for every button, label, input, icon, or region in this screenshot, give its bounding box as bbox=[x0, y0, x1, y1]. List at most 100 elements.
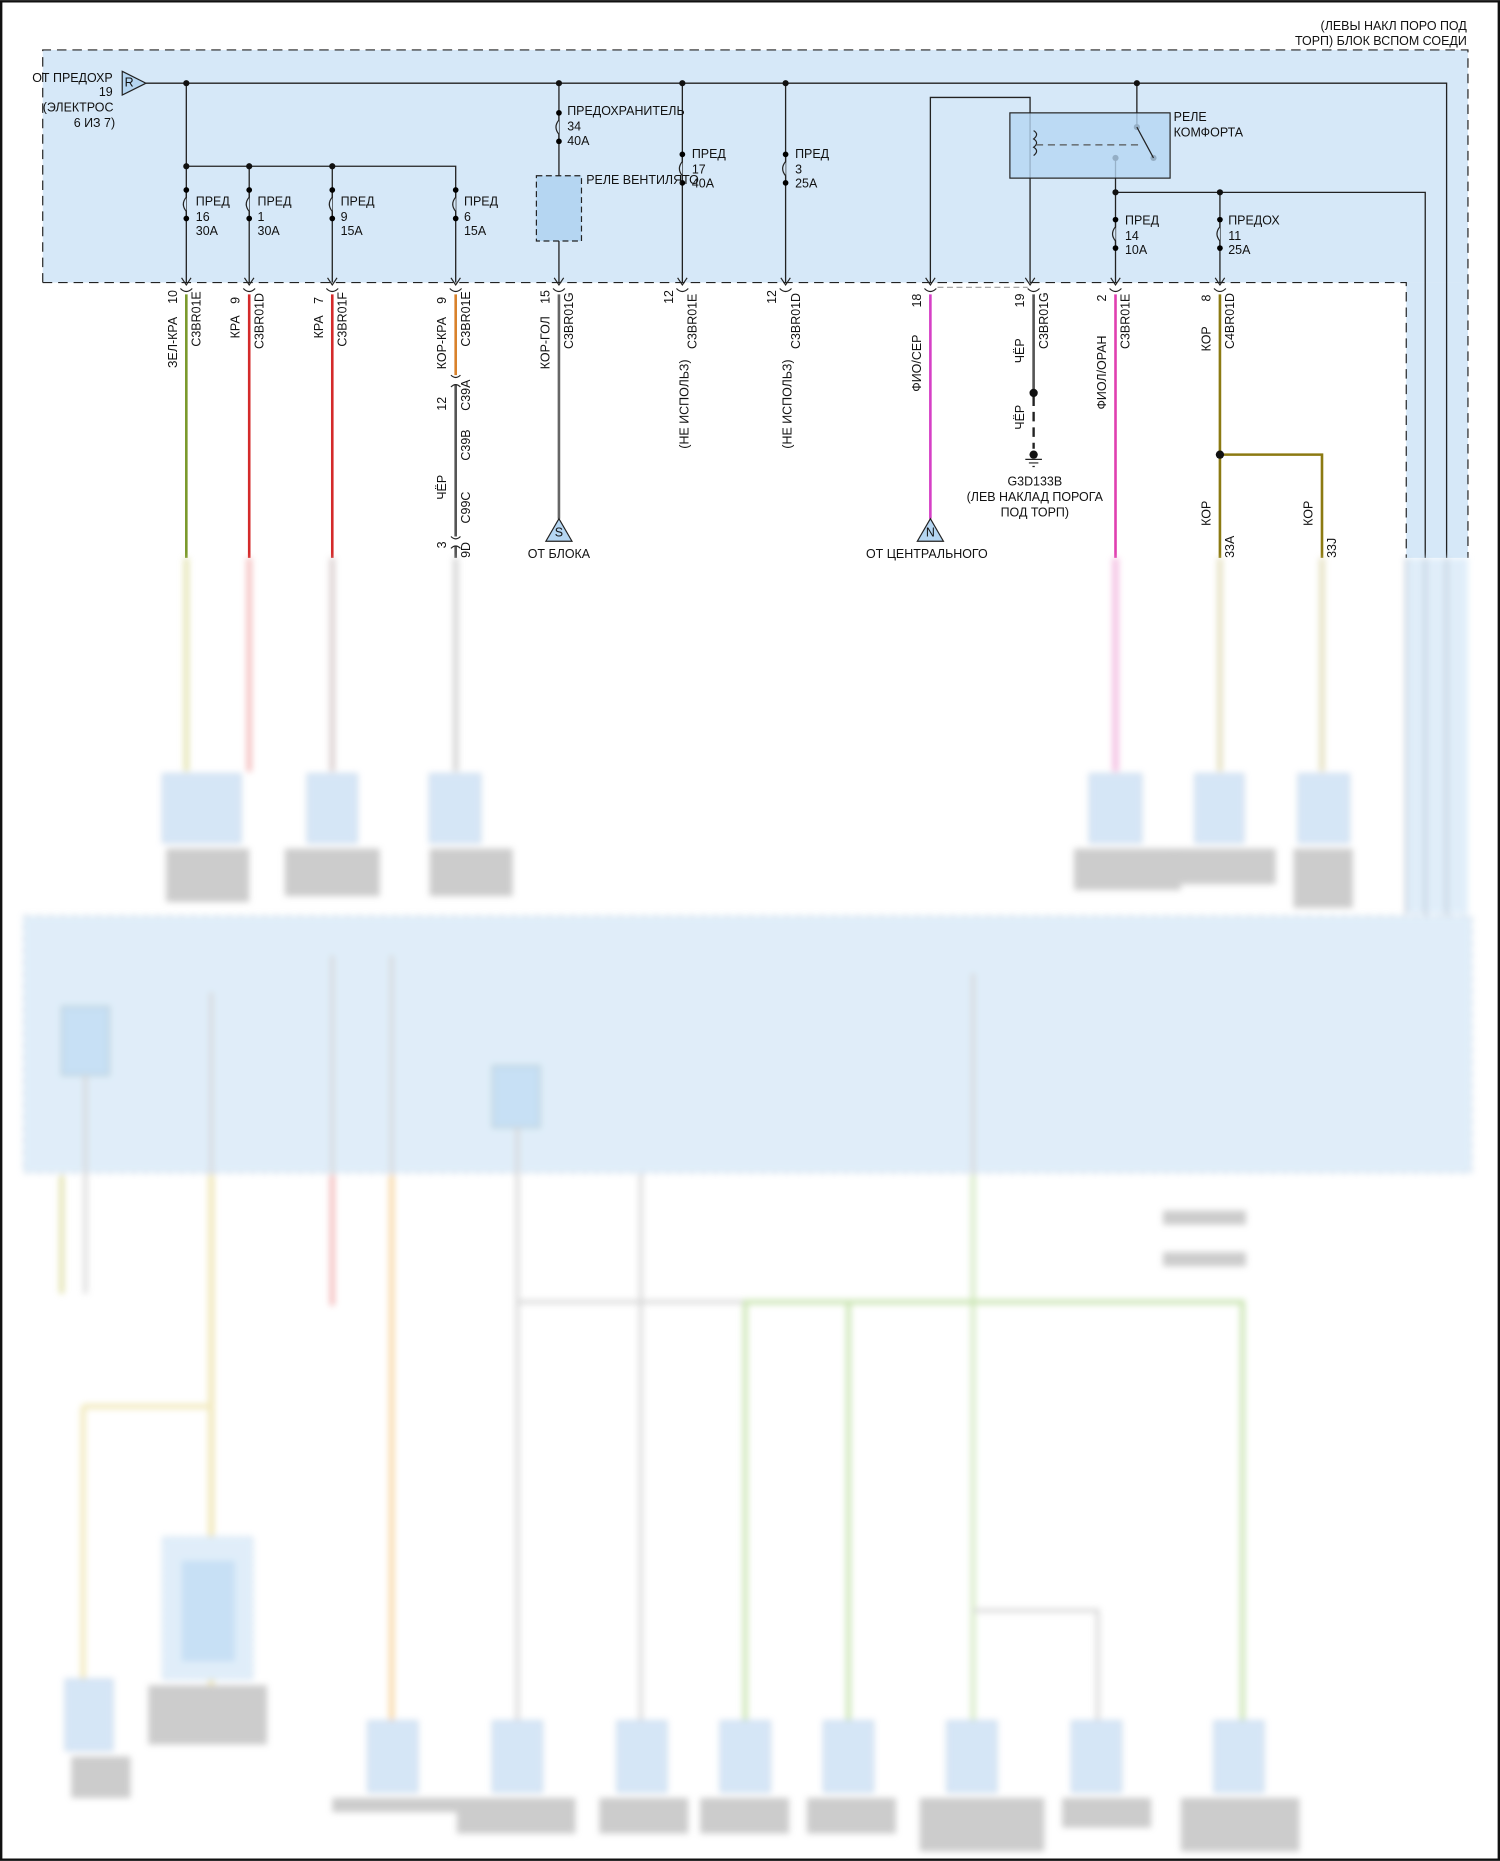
pin-connectors bbox=[179, 277, 1227, 293]
wire-color-label: КРА bbox=[312, 315, 326, 339]
connector-id: C3BR01E bbox=[686, 294, 700, 349]
relay-switch-icon bbox=[1136, 126, 1155, 159]
wire-color-label: КОР bbox=[1301, 501, 1315, 526]
source-tag: R bbox=[125, 76, 134, 90]
fuse-label: ПРЕД bbox=[258, 194, 293, 208]
fuse-number: 16 bbox=[196, 210, 210, 224]
pin-number: 18 bbox=[910, 294, 924, 308]
fuse-rating: 40A bbox=[567, 134, 590, 148]
fuse-number: 11 bbox=[1228, 229, 1241, 243]
pin-number: 8 bbox=[1199, 295, 1213, 302]
junction-block-side bbox=[1406, 282, 1468, 558]
connector-id: C4BR01D bbox=[1223, 293, 1237, 349]
fuse-rating: 30A bbox=[258, 224, 281, 238]
fuse-label: ПРЕД bbox=[341, 194, 376, 208]
offpage-connector-n[interactable]: N ОТ ЦЕНТРАЛЬНОГО bbox=[866, 517, 988, 561]
module-title-line2: ТОРП) БЛОК ВСПОМ СОЕДИ bbox=[1295, 34, 1467, 48]
fuse-label: ПРЕД bbox=[196, 194, 231, 208]
fuse-number: 17 bbox=[692, 162, 706, 176]
connector-id: C3BR01D bbox=[252, 293, 266, 349]
module-title-line1: (ЛЕВЫ НАКЛ ПОРО ПОД bbox=[1321, 19, 1468, 33]
pin-number: 9 bbox=[229, 297, 243, 304]
unused-label: (НЕ ИСПОЛЬЗ) bbox=[781, 359, 795, 448]
source-label-4: 6 ИЗ 7) bbox=[74, 116, 115, 130]
connector-id: C3BR01D bbox=[789, 293, 803, 349]
ground-icon bbox=[1025, 450, 1042, 468]
pin-number: 12 bbox=[765, 290, 779, 304]
connector-id: 33A bbox=[1223, 535, 1237, 558]
fuse-label: ПРЕД bbox=[692, 147, 727, 161]
ground-location-2: ПОД ТОРП) bbox=[1001, 505, 1069, 519]
connector-id: C3BR01E bbox=[190, 291, 204, 346]
wire-color-label: ФИО/СЕР bbox=[910, 335, 924, 392]
blurred-lower-diagram bbox=[23, 557, 1473, 1852]
wire-kor bbox=[1218, 294, 1324, 558]
offpage-label: ОТ ЦЕНТРАЛЬНОГО bbox=[866, 547, 988, 561]
ground-location-1: (ЛЕВ НАКЛАД ПОРОГА bbox=[967, 490, 1104, 504]
offpage-label: ОТ БЛОКА bbox=[528, 547, 591, 561]
wire-color-label: КОР bbox=[1199, 501, 1213, 526]
offpage-connector-s[interactable]: S ОТ БЛОКА bbox=[528, 517, 591, 561]
comfort-relay bbox=[1009, 112, 1171, 179]
wire-color-label: ЧЁР bbox=[435, 475, 449, 500]
pin-number: 12 bbox=[662, 290, 676, 304]
connector-id: C99C bbox=[459, 492, 473, 524]
connector-id: C3BR01G bbox=[562, 292, 576, 349]
wire-color-label: КРА bbox=[229, 315, 243, 339]
fuse-rating: 30A bbox=[196, 224, 219, 238]
connector-id: C3BR01E bbox=[459, 291, 473, 346]
pin-number: 7 bbox=[312, 297, 326, 304]
splice-dot bbox=[1215, 450, 1225, 459]
pin-number: 15 bbox=[538, 290, 552, 304]
fuse-rating: 40A bbox=[692, 177, 715, 191]
offpage-tag: S bbox=[555, 526, 563, 540]
source-label-3: (ЭЛЕКТРОС bbox=[43, 101, 114, 115]
fuse-number: 9 bbox=[341, 210, 348, 224]
fuse-label: ПРЕД bbox=[464, 194, 499, 208]
pin-labels: 10 C3BR01E ЗЕЛ-КРА 9 C3BR01D КРА 7 C3BR0… bbox=[166, 290, 1339, 558]
pin-number: 12 bbox=[435, 397, 449, 411]
fan-relay bbox=[535, 175, 583, 242]
wire-color-label: ЧЁР bbox=[1013, 405, 1027, 430]
source-connector-icon bbox=[121, 70, 148, 97]
offpage-tag: N bbox=[926, 526, 935, 540]
fuse-label: ПРЕД bbox=[795, 147, 830, 161]
unused-label: (НЕ ИСПОЛЬЗ) bbox=[677, 359, 691, 448]
fuse-label: ПРЕДОХРАНИТЕЛЬ bbox=[567, 104, 684, 118]
wire-color-label: ЧЁР bbox=[1013, 338, 1027, 363]
wire-color-label: КОР bbox=[1199, 326, 1213, 351]
ground-id: G3D133B bbox=[1007, 474, 1062, 488]
wire-color-label: КОР-КРА bbox=[435, 316, 449, 369]
pin-number: 9 bbox=[435, 297, 449, 304]
fuse-rating: 25A bbox=[795, 177, 818, 191]
junction-block-outline bbox=[42, 49, 1469, 558]
pin-number: 3 bbox=[435, 541, 449, 548]
fuse-number: 14 bbox=[1125, 229, 1139, 243]
pin-number: 2 bbox=[1095, 295, 1109, 302]
connector-id: 9D bbox=[459, 542, 473, 558]
wire-color-label: КОР-ГОЛ bbox=[538, 316, 552, 369]
connector-id: C39B bbox=[459, 429, 473, 460]
inline-connector-icon bbox=[450, 374, 461, 549]
pin-number: 19 bbox=[1013, 294, 1027, 308]
comfort-relay-label-2: КОМФОРТА bbox=[1174, 126, 1244, 140]
connector-id: 33J bbox=[1325, 538, 1339, 558]
fuse-number: 34 bbox=[567, 120, 581, 134]
splice-dot bbox=[1029, 388, 1038, 398]
comfort-relay-label-1: РЕЛЕ bbox=[1174, 110, 1207, 124]
source-label-1: ОТ ПРЕДОХР bbox=[32, 71, 113, 85]
connector-id: C3BR01F bbox=[336, 292, 350, 347]
relay-coil-icon bbox=[1032, 130, 1038, 157]
fuse-rating: 15A bbox=[464, 224, 487, 238]
